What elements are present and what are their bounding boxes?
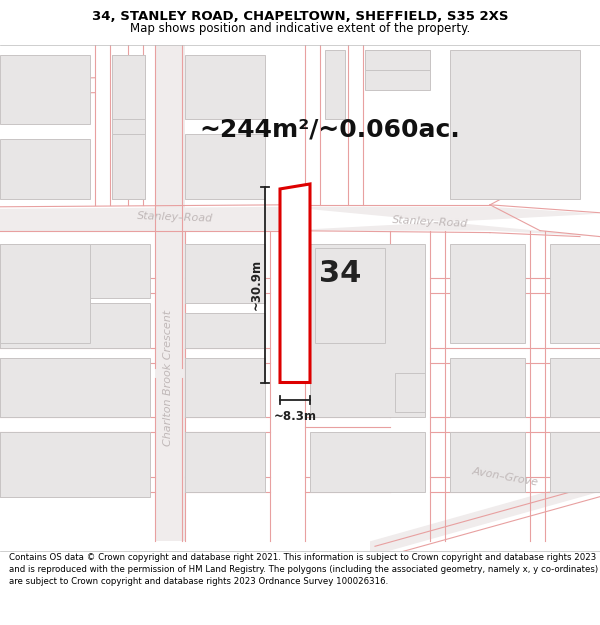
Text: Avon–Grove: Avon–Grove [471, 466, 539, 488]
Text: ~244m²/~0.060ac.: ~244m²/~0.060ac. [200, 118, 460, 141]
Text: Contains OS data © Crown copyright and database right 2021. This information is : Contains OS data © Crown copyright and d… [9, 554, 598, 586]
Polygon shape [0, 357, 90, 418]
Polygon shape [370, 477, 600, 556]
Polygon shape [395, 372, 425, 413]
Polygon shape [550, 244, 600, 342]
Polygon shape [310, 432, 425, 492]
Polygon shape [112, 134, 145, 199]
Polygon shape [0, 303, 150, 348]
Polygon shape [0, 207, 285, 232]
Polygon shape [280, 184, 310, 382]
Polygon shape [0, 139, 90, 199]
Polygon shape [185, 55, 265, 119]
Polygon shape [155, 45, 185, 541]
Polygon shape [550, 432, 600, 492]
Polygon shape [185, 313, 265, 348]
Polygon shape [365, 50, 430, 89]
Polygon shape [185, 134, 265, 199]
Polygon shape [0, 55, 90, 124]
Polygon shape [450, 432, 525, 492]
Text: ~30.9m: ~30.9m [250, 259, 263, 310]
Text: ~8.3m: ~8.3m [274, 410, 317, 423]
Polygon shape [365, 50, 430, 70]
Polygon shape [185, 432, 265, 492]
Polygon shape [0, 432, 150, 497]
Polygon shape [0, 244, 90, 342]
Polygon shape [0, 357, 150, 418]
Polygon shape [112, 55, 145, 119]
Text: Stanley–Road: Stanley–Road [392, 215, 468, 229]
Text: 34, STANLEY ROAD, CHAPELTOWN, SHEFFIELD, S35 2XS: 34, STANLEY ROAD, CHAPELTOWN, SHEFFIELD,… [92, 10, 508, 23]
Text: 34: 34 [319, 259, 361, 288]
Polygon shape [185, 244, 265, 303]
Polygon shape [112, 55, 145, 199]
Text: Stanley–Road: Stanley–Road [137, 211, 213, 224]
Text: Charlton Brook Crescent: Charlton Brook Crescent [163, 309, 173, 446]
Polygon shape [450, 50, 580, 199]
Polygon shape [450, 357, 525, 418]
Polygon shape [0, 432, 90, 497]
Polygon shape [285, 207, 600, 237]
Polygon shape [450, 244, 525, 342]
Polygon shape [0, 244, 150, 298]
Polygon shape [310, 244, 425, 418]
Text: Map shows position and indicative extent of the property.: Map shows position and indicative extent… [130, 22, 470, 35]
Polygon shape [185, 357, 265, 418]
Polygon shape [315, 249, 385, 342]
Polygon shape [325, 50, 345, 119]
Polygon shape [550, 357, 600, 418]
